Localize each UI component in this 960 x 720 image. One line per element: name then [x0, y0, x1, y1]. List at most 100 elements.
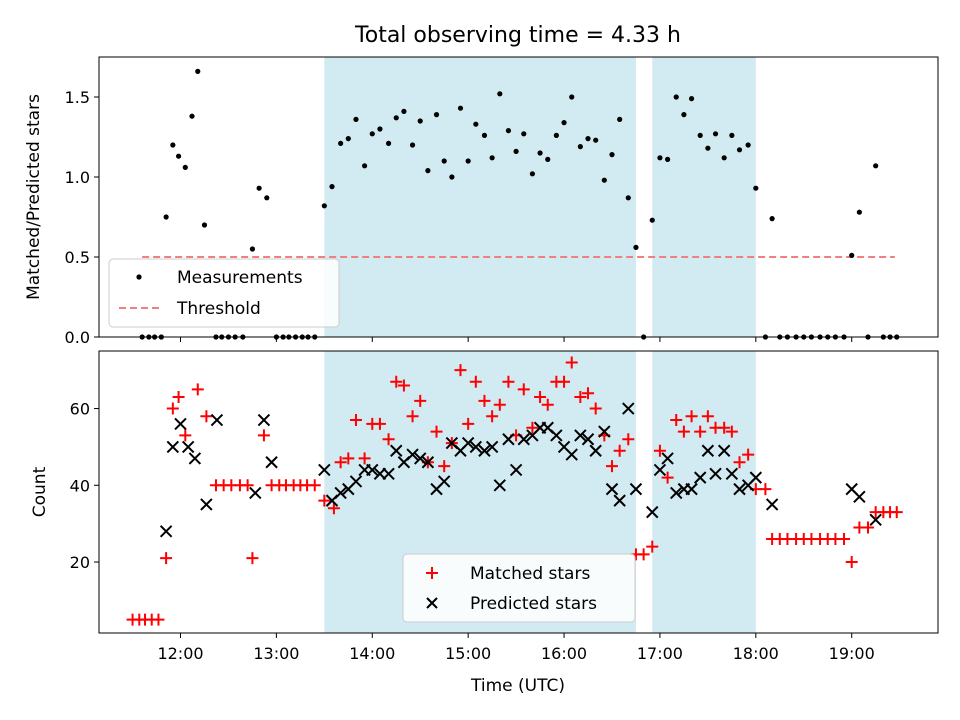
predicted-star-point — [622, 402, 635, 415]
measurement-point — [465, 158, 471, 164]
predicted-star-point — [709, 467, 722, 480]
measurement-point — [441, 158, 447, 164]
predicted-star-point — [188, 452, 202, 465]
matched-star-point — [574, 391, 587, 404]
predicted-star-point — [469, 440, 483, 454]
bottom-legend-box — [402, 553, 636, 623]
x-tick-label: 14:00 — [349, 644, 395, 663]
measurement-point — [537, 150, 543, 156]
measurement-point — [195, 68, 201, 74]
top-y-tick-label: 1.5 — [65, 88, 90, 107]
predicted-star-point — [509, 463, 523, 477]
measurement-point — [553, 132, 559, 138]
measurement-point — [473, 121, 479, 127]
matched-star-point — [397, 379, 410, 392]
bottom-legend: Matched stars Predicted stars — [402, 553, 636, 623]
legend-predicted-marker — [426, 597, 438, 609]
measurement-point — [369, 131, 375, 137]
bottom-y-ticks: 20 40 60 — [70, 400, 99, 572]
predicted-star-point — [485, 440, 499, 454]
predicted-star-point — [249, 486, 262, 500]
measurement-point — [681, 112, 687, 118]
measurement-point — [673, 94, 679, 100]
top-panel: 0.0 0.5 1.0 1.5 Total observing time = 4.33… — [24, 23, 939, 347]
measurement-point — [377, 126, 383, 132]
measurement-point — [585, 136, 591, 142]
matched-star-point — [160, 552, 173, 565]
matched-star-point — [653, 444, 666, 457]
matched-star-point — [406, 410, 419, 423]
measurement-point — [633, 244, 639, 250]
top-legend: Measurements Threshold — [108, 258, 340, 328]
predicted-star-point — [733, 482, 746, 496]
matched-star-point — [430, 425, 443, 438]
predicted-star-point — [605, 482, 619, 496]
predicted-star-point — [437, 475, 451, 488]
matched-star-point — [200, 410, 213, 423]
measurement-point — [321, 203, 327, 209]
matched-star-point — [478, 394, 491, 407]
predicted-star-point — [629, 482, 643, 496]
measurement-point — [688, 96, 695, 102]
predicted-star-point — [502, 433, 515, 446]
x-tick-label: 16:00 — [541, 644, 587, 663]
matched-star-point — [646, 540, 659, 553]
top-axes-frame — [98, 56, 939, 338]
measurement-point — [163, 214, 169, 220]
x-axis-label: Time (UTC) — [470, 676, 565, 696]
predicted-star-point — [257, 413, 271, 427]
legend-matched-marker — [426, 567, 438, 579]
measurement-point — [712, 131, 719, 137]
predicted-star-point — [181, 440, 195, 454]
matched-star-point — [454, 364, 467, 377]
bottom-x-ticks: 12:00 13:00 14:00 15:00 16:00 17:00 18:00 19:00 — [157, 633, 875, 663]
bottom-y-tick-label: 60 — [70, 400, 90, 419]
top-y-ticks: 0.0 0.5 1.0 1.5 — [65, 88, 99, 347]
measurement-point — [577, 144, 583, 150]
matched-star-point — [373, 417, 386, 430]
legend-predicted-label: Predicted stars — [470, 594, 597, 614]
matched-star-point — [318, 494, 331, 507]
bottom-y-tick-label: 20 — [70, 553, 90, 572]
measurement-point — [385, 140, 392, 146]
matched-star-point — [502, 375, 515, 388]
predicted-star-point — [349, 475, 363, 488]
predicted-star-point — [390, 444, 403, 457]
predicted-star-point — [517, 433, 530, 446]
bottom-predicted-series — [159, 402, 882, 538]
matched-star-point — [517, 383, 530, 396]
measurement-point — [329, 184, 335, 190]
matched-star-point — [349, 414, 362, 427]
measurement-point — [593, 137, 599, 143]
predicted-star-point — [749, 471, 763, 484]
measurement-point — [489, 155, 495, 161]
measurement-point — [856, 209, 862, 215]
predicted-star-point — [159, 525, 173, 538]
top-y-tick-label: 0.0 — [65, 328, 90, 347]
matched-star-point — [469, 375, 482, 388]
top-shaded-span — [324, 57, 636, 337]
measurement-point — [409, 142, 416, 148]
measurement-point — [264, 195, 270, 201]
matched-star-point — [152, 613, 165, 626]
measurement-point — [201, 222, 208, 228]
measurement-point — [393, 115, 399, 121]
bottom-y-axis-label: Count — [30, 466, 50, 517]
measurement-point — [338, 140, 344, 146]
measurement-point — [433, 112, 440, 118]
legend-threshold-label: Threshold — [176, 299, 261, 319]
matched-star-point — [179, 429, 192, 442]
measurement-point — [425, 168, 431, 174]
measurement-point — [736, 147, 743, 153]
top-y-tick-label: 1.0 — [65, 168, 90, 187]
matched-star-point — [526, 421, 539, 434]
measurement-point — [182, 164, 188, 170]
matched-star-point — [725, 425, 738, 438]
top-y-axis-label: Matched/Predicted stars — [24, 94, 44, 300]
x-tick-label: 19:00 — [829, 644, 875, 663]
predicted-star-point — [589, 444, 602, 457]
measurement-point — [625, 195, 631, 201]
measurement-point — [256, 185, 262, 191]
predicted-star-point — [461, 436, 475, 450]
measurement-point — [175, 153, 182, 159]
